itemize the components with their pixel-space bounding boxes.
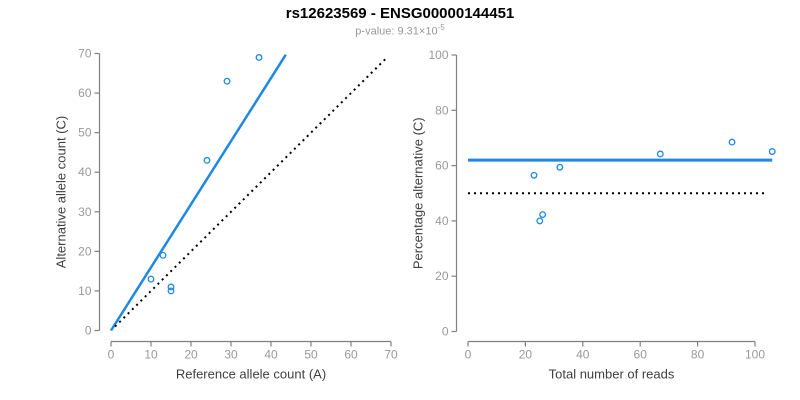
- data-point: [223, 77, 231, 85]
- x-axis-tick-label: 60: [344, 348, 358, 362]
- x-axis-tick-label: 40: [576, 348, 590, 362]
- data-point: [167, 287, 175, 295]
- data-point: [536, 217, 544, 225]
- y-axis-tick-label: 0: [442, 325, 449, 339]
- x-axis-tick-label: 80: [691, 348, 705, 362]
- x-axis-tick-label: 20: [519, 348, 533, 362]
- y-axis-tick-label: 40: [435, 214, 449, 228]
- y-axis-tick-label: 0: [85, 324, 92, 338]
- data-point: [556, 163, 564, 171]
- y-axis-tick-label: 60: [78, 86, 92, 100]
- y-axis-title: Percentage alternative (C): [411, 117, 426, 269]
- figure-title: rs12623569 - ENSG00000144451: [285, 5, 515, 22]
- x-axis-title: Total number of reads: [549, 367, 675, 382]
- y-axis-title: Alternative allele count (C): [54, 116, 69, 268]
- fit-line: [109, 54, 287, 332]
- x-axis-tick-label: 10: [144, 348, 158, 362]
- data-point: [539, 211, 547, 218]
- subtitle-pvalue-text: p-value: 9.31×10: [355, 25, 438, 38]
- data-point: [167, 283, 175, 291]
- x-axis-tick-label: 60: [634, 348, 648, 362]
- y-axis-tick-label: 60: [435, 159, 449, 173]
- panel-percentage-alternative: 0 20 40 60 80 100 0 20 40 60 80 100 Total number of …: [411, 48, 776, 382]
- identity-line: [114, 56, 388, 328]
- data-point: [255, 54, 263, 61]
- subtitle-exponent: -5: [437, 23, 445, 32]
- data-point: [768, 148, 776, 155]
- y-axis-tick-label: 50: [78, 126, 92, 140]
- x-axis-tick-label: 50: [304, 348, 318, 362]
- x-axis-tick-label: 0: [108, 348, 115, 362]
- data-point: [159, 251, 167, 259]
- x-axis-tick-label: 70: [384, 348, 398, 362]
- y-axis-tick-label: 40: [78, 165, 92, 179]
- y-axis-tick-label: 100: [428, 48, 448, 62]
- data-point: [728, 138, 736, 146]
- data-point: [147, 275, 155, 283]
- x-axis-tick-label: 40: [264, 348, 278, 362]
- y-axis-tick-label: 20: [435, 269, 449, 283]
- y-axis-tick-label: 70: [78, 47, 92, 61]
- y-axis-tick-label: 10: [78, 284, 92, 298]
- y-axis-tick-label: 80: [435, 103, 449, 117]
- x-axis-title: Reference allele count (A): [176, 367, 326, 382]
- figure-subtitle: p-value: 9.31×10-5: [0, 23, 800, 38]
- x-axis-tick-label: 20: [184, 348, 198, 362]
- data-point: [530, 171, 538, 179]
- x-axis-tick-label: 30: [224, 348, 238, 362]
- data-point: [203, 156, 211, 164]
- data-point: [656, 150, 664, 158]
- x-axis-tick-label: 100: [745, 348, 765, 362]
- panel-allele-counts: 0 10 20 30 40 50 60 70 0 10 20 30 40 50 60 70 Reference …: [54, 47, 398, 382]
- y-axis-tick-label: 20: [78, 244, 92, 258]
- y-axis-tick-label: 30: [78, 205, 92, 219]
- x-axis-tick-label: 0: [465, 348, 472, 362]
